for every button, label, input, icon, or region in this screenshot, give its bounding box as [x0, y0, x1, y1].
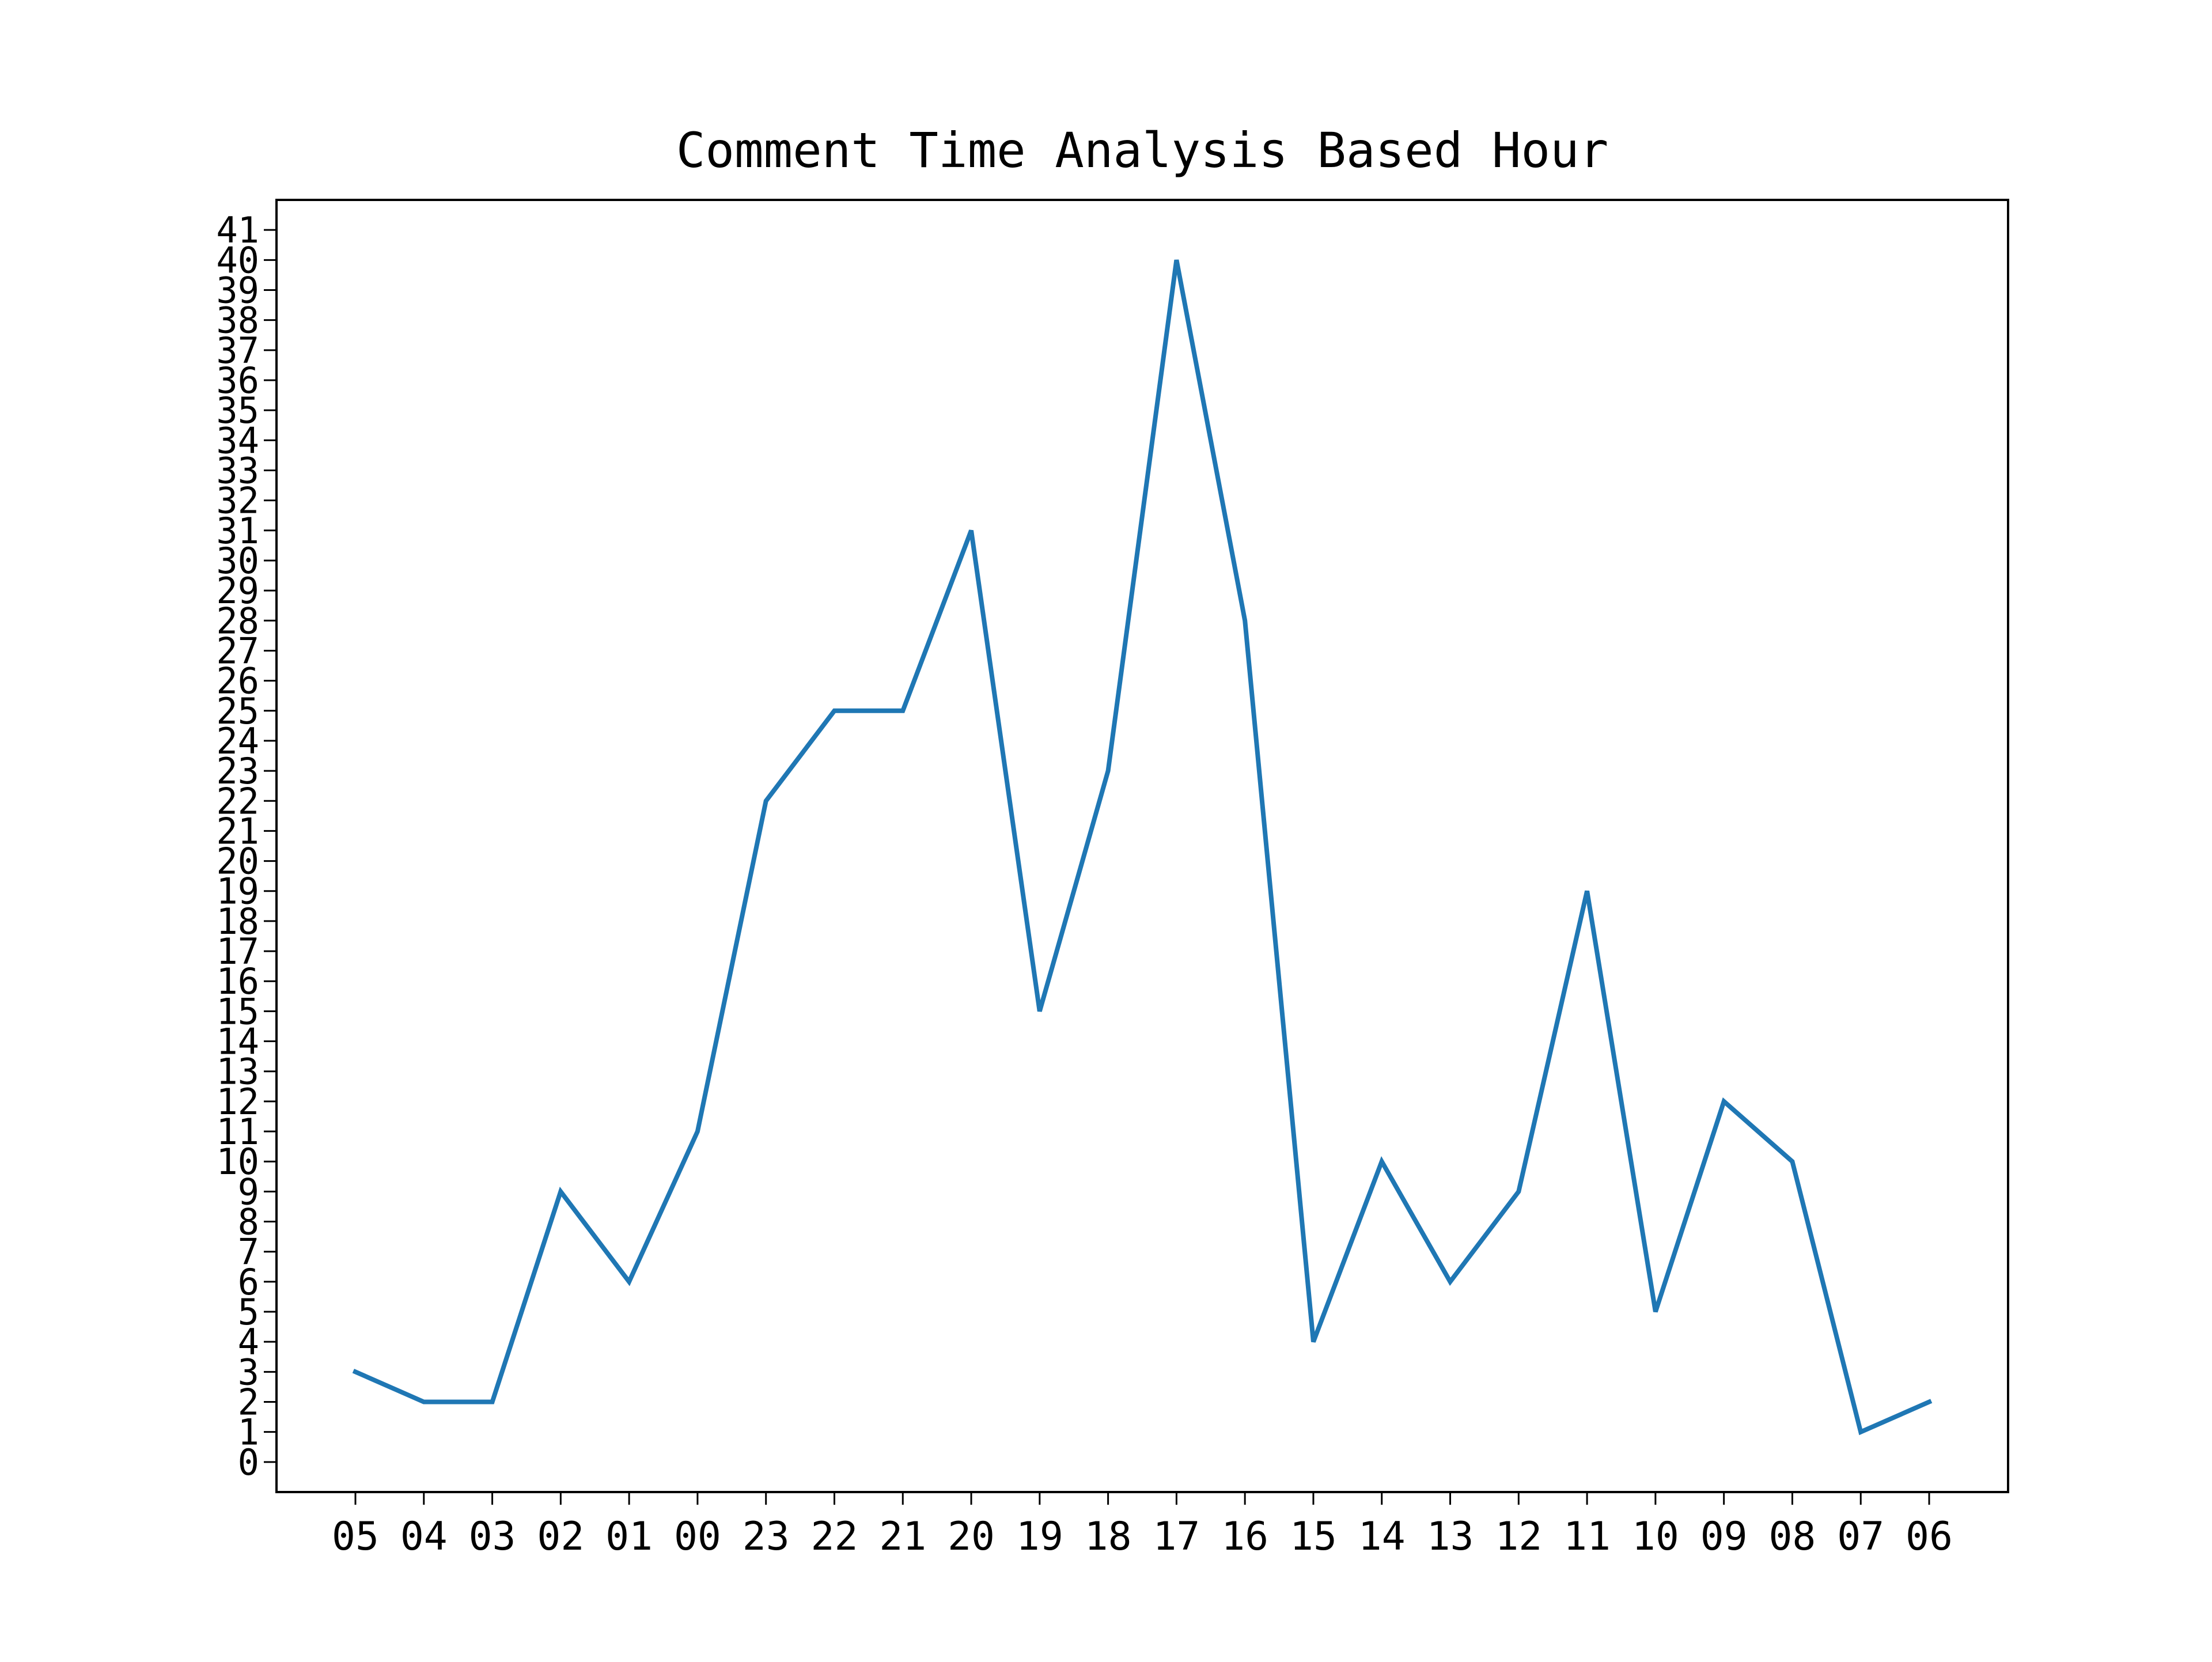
x-tick-label: 09 — [1700, 1514, 1748, 1559]
x-tick-label: 21 — [879, 1514, 926, 1559]
x-tick-label: 02 — [537, 1514, 584, 1559]
series-line — [355, 260, 1929, 1432]
x-axis: 05 04 03 02 01 00 23 22 21 20 19 18 17 16 15 14 13 12 11 10… — [332, 1492, 1953, 1559]
x-tick-label: 03 — [469, 1514, 516, 1559]
x-tick-label: 00 — [674, 1514, 721, 1559]
x-tick-label: 05 — [332, 1514, 379, 1559]
series-layer — [355, 260, 1929, 1432]
x-tick-label: 20 — [948, 1514, 995, 1559]
plot-frame — [276, 200, 2008, 1492]
x-tick-label: 13 — [1427, 1514, 1474, 1559]
x-tick-label: 10 — [1632, 1514, 1679, 1559]
x-tick-label: 15 — [1290, 1514, 1337, 1559]
x-tick-label: 08 — [1768, 1514, 1816, 1559]
x-tick-label: 07 — [1837, 1514, 1884, 1559]
x-tick-label: 17 — [1153, 1514, 1200, 1559]
x-tick-label: 19 — [1016, 1514, 1063, 1559]
y-axis: 0123456789101112131415161718192021222324… — [216, 209, 276, 1483]
x-tick-label: 04 — [400, 1514, 448, 1559]
x-tick-label: 01 — [605, 1514, 653, 1559]
x-tick-label: 12 — [1495, 1514, 1542, 1559]
x-tick-label: 18 — [1085, 1514, 1132, 1559]
chart-title: Comment Time Analysis Based Hour — [676, 122, 1608, 179]
x-tick-label: 23 — [743, 1514, 790, 1559]
x-tick-label: 16 — [1221, 1514, 1268, 1559]
x-tick-label: 06 — [1906, 1514, 1953, 1559]
x-tick-label: 11 — [1563, 1514, 1611, 1559]
y-tick-label: 41 — [216, 209, 259, 251]
x-tick-label: 14 — [1358, 1514, 1406, 1559]
x-tick-label: 22 — [811, 1514, 858, 1559]
